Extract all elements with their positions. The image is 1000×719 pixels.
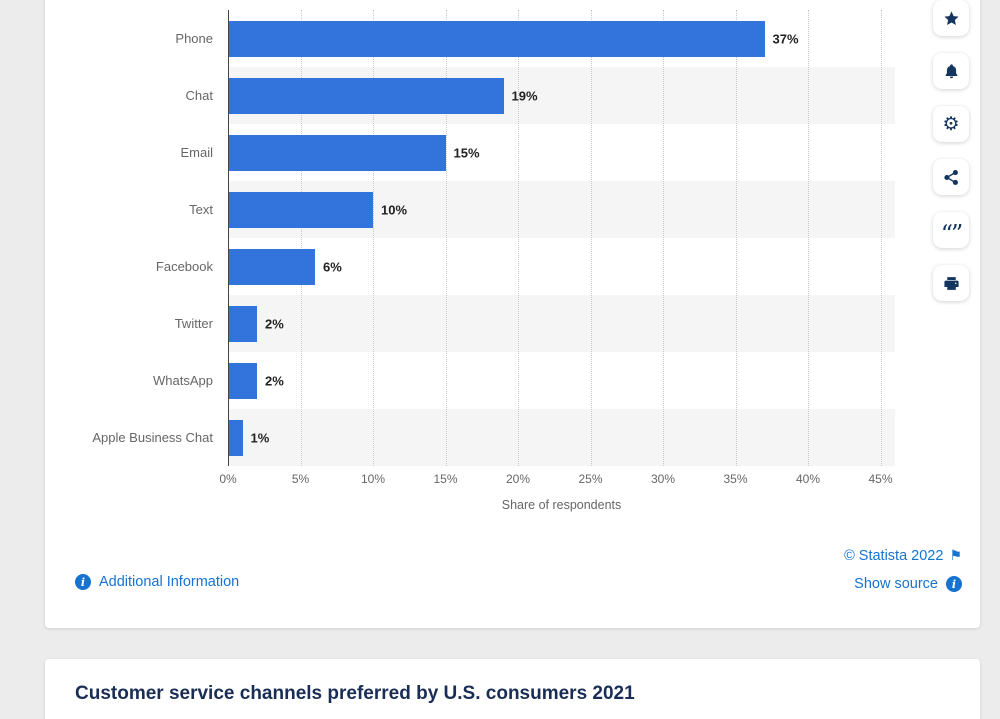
x-tick-label: 45% bbox=[868, 472, 893, 486]
category-label: Phone bbox=[175, 31, 213, 46]
info-icon: i bbox=[946, 576, 962, 592]
chart-row: Twitter 2% bbox=[45, 295, 980, 352]
share-button[interactable] bbox=[933, 159, 969, 195]
x-tick-label: 35% bbox=[723, 472, 748, 486]
bar-track: 1% bbox=[228, 409, 895, 466]
bar bbox=[228, 419, 243, 456]
chart-row: Text 10% bbox=[45, 181, 980, 238]
cite-button[interactable]: “” bbox=[933, 212, 969, 248]
statista-copyright[interactable]: © Statista 2022 ⚑ bbox=[844, 547, 962, 564]
chart-row: Phone 37% bbox=[45, 10, 980, 67]
chart-row: WhatsApp 2% bbox=[45, 352, 980, 409]
x-tick-label: 40% bbox=[795, 472, 821, 486]
category-label: WhatsApp bbox=[153, 373, 213, 388]
bar-track: 10% bbox=[228, 181, 895, 238]
action-toolbar: ⚙ “” bbox=[933, 0, 969, 301]
bar bbox=[228, 134, 446, 171]
chart-row: Facebook 6% bbox=[45, 238, 980, 295]
value-label: 10% bbox=[381, 202, 408, 217]
bar bbox=[228, 305, 257, 342]
x-axis-title: Share of respondents bbox=[501, 498, 622, 512]
category-label: Text bbox=[189, 202, 213, 217]
bar-track: 2% bbox=[228, 352, 895, 409]
value-label: 2% bbox=[265, 373, 284, 388]
value-label: 6% bbox=[323, 259, 342, 274]
x-tick-label: 5% bbox=[291, 472, 310, 486]
value-label: 15% bbox=[453, 145, 480, 160]
category-label: Facebook bbox=[155, 259, 213, 274]
category-label: Chat bbox=[185, 88, 213, 103]
additional-information-link[interactable]: i Additional Information bbox=[75, 574, 239, 590]
print-button[interactable] bbox=[933, 265, 969, 301]
info-icon: i bbox=[75, 574, 91, 590]
flag-icon: ⚑ bbox=[949, 547, 962, 563]
quote-icon: “” bbox=[940, 220, 964, 249]
x-tick-label: 10% bbox=[360, 472, 386, 486]
category-label: Twitter bbox=[174, 316, 213, 331]
bar-track: 2% bbox=[228, 295, 895, 352]
copyright-label: © Statista 2022 bbox=[844, 547, 944, 564]
chart-row: Apple Business Chat 1% bbox=[45, 409, 980, 466]
share-icon bbox=[943, 169, 960, 186]
category-label: Email bbox=[180, 145, 213, 160]
chart-row: Email 15% bbox=[45, 124, 980, 181]
x-tick-label: 15% bbox=[433, 472, 458, 486]
x-tick-label: 30% bbox=[650, 472, 676, 486]
chart-card: Phone 37% Chat 19% Email 15% Text 10% Facebook 6%… bbox=[45, 0, 980, 628]
additional-information-label: Additional Information bbox=[99, 574, 240, 590]
star-icon bbox=[943, 10, 960, 27]
category-label: Apple Business Chat bbox=[92, 430, 213, 445]
notifications-button[interactable] bbox=[933, 53, 969, 89]
bell-icon bbox=[943, 63, 960, 80]
value-label: 1% bbox=[250, 430, 270, 445]
gear-icon: ⚙ bbox=[942, 113, 960, 135]
x-tick-label: 0% bbox=[219, 472, 237, 486]
bar-track: 15% bbox=[228, 124, 895, 181]
value-label: 37% bbox=[772, 31, 799, 46]
bar bbox=[228, 191, 373, 228]
bar-track: 6% bbox=[228, 238, 895, 295]
bar bbox=[228, 248, 315, 285]
bar-track: 19% bbox=[228, 67, 895, 124]
settings-button[interactable]: ⚙ bbox=[933, 106, 969, 142]
value-label: 2% bbox=[265, 316, 284, 331]
show-source-label: Show source bbox=[854, 576, 938, 592]
x-tick-label: 20% bbox=[505, 472, 531, 486]
favorite-button[interactable] bbox=[933, 0, 969, 36]
printer-icon bbox=[943, 275, 960, 292]
report-title: Customer service channels preferred by U… bbox=[75, 683, 635, 704]
value-label: 19% bbox=[511, 88, 538, 103]
bar-track: 37% bbox=[228, 10, 895, 67]
related-report-card: Customer service channels preferred by U… bbox=[45, 659, 980, 719]
y-axis-line bbox=[228, 10, 229, 466]
bar-chart: Phone 37% Chat 19% Email 15% Text 10% Facebook 6%… bbox=[45, 10, 980, 512]
x-tick-label: 25% bbox=[578, 472, 603, 486]
bar bbox=[228, 20, 765, 57]
show-source-link[interactable]: Show source i bbox=[854, 576, 962, 592]
chart-rows: Phone 37% Chat 19% Email 15% Text 10% Facebook 6%… bbox=[45, 10, 980, 466]
chart-row: Chat 19% bbox=[45, 67, 980, 124]
bar bbox=[228, 362, 257, 399]
x-axis-ticks: 0% 5% 10% 15% 20% 25% 30% 35% 40% 45% bbox=[219, 472, 895, 490]
bar bbox=[228, 77, 504, 114]
